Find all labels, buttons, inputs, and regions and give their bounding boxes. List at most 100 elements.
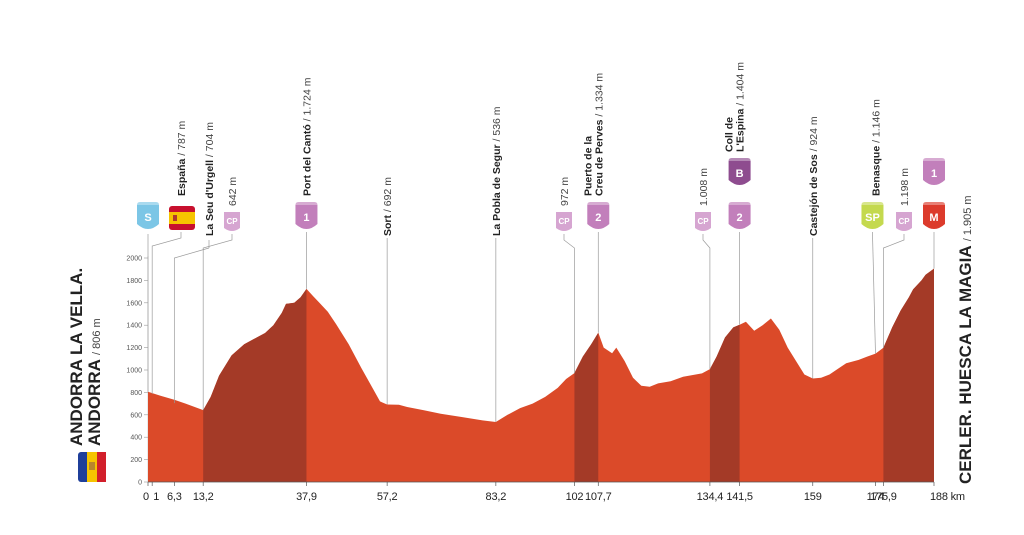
y-tick-label: 2000 bbox=[126, 256, 142, 263]
point-label-11: Benasque / 1.146 m bbox=[870, 99, 882, 196]
point-label-0-name: España bbox=[176, 156, 188, 196]
top-badge-9-label: B bbox=[736, 168, 744, 180]
top-badge-13-shape bbox=[923, 158, 945, 185]
point-label-4-altitude: / 692 m bbox=[382, 177, 394, 212]
leader-2 bbox=[202, 234, 233, 411]
finish-badge-13: M bbox=[923, 202, 945, 229]
spain-flag-crest bbox=[173, 215, 177, 221]
leader-11 bbox=[872, 231, 876, 354]
point-label-6-altitude: 972 m bbox=[559, 177, 571, 206]
y-tick-label: 1800 bbox=[126, 278, 142, 285]
x-tick-label: 57,2 bbox=[377, 491, 398, 503]
mountain-badge-3-shape bbox=[295, 202, 318, 229]
mountain-badge-7: 2 bbox=[587, 202, 610, 229]
x-tick-label: 107,7 bbox=[585, 491, 612, 503]
x-tick-label: 188 km bbox=[930, 491, 965, 503]
x-tick-label: 174 bbox=[867, 491, 885, 503]
cp-badge-6-label: CP bbox=[558, 217, 570, 226]
point-label-0: España / 787 m bbox=[176, 120, 188, 196]
top-badge-9: B bbox=[728, 158, 751, 185]
cp-badge-12: CP bbox=[896, 212, 912, 231]
cp-badge-6: CP bbox=[556, 212, 572, 231]
cp-badge-8-shape bbox=[695, 212, 711, 231]
point-label-8: 1.008 m bbox=[698, 168, 710, 206]
x-tick-label: 159 bbox=[804, 491, 822, 503]
x-tick-label: 141,5 bbox=[726, 491, 753, 503]
climb-segment bbox=[883, 268, 934, 482]
y-tick-label: 200 bbox=[130, 457, 142, 464]
start-badge-shape bbox=[137, 202, 159, 229]
mountain-badge-3-label: 1 bbox=[303, 212, 309, 224]
y-tick-label: 0 bbox=[138, 480, 142, 487]
spain-flag-icon bbox=[169, 206, 195, 230]
x-tick-label: 1 bbox=[153, 491, 159, 503]
climb-segment bbox=[574, 332, 599, 482]
climb-segment bbox=[203, 288, 307, 482]
sprint-badge-11-shape bbox=[861, 202, 884, 229]
andorra-flag-red bbox=[97, 452, 106, 482]
profile-point-11 bbox=[872, 231, 876, 354]
finish-city-label: CERLER. HUESCA LA MAGIA / 1.905 m bbox=[956, 195, 975, 484]
point-label-2: 642 m bbox=[227, 177, 239, 206]
point-label-4-name: Sort bbox=[382, 212, 394, 236]
mountain-badge-9-shape bbox=[728, 202, 751, 229]
cp-badge-12-label: CP bbox=[898, 217, 910, 226]
mountain-badge-9-band bbox=[728, 202, 751, 205]
mountain-badge-3: 1 bbox=[295, 202, 318, 229]
start-country-name: ANDORRA bbox=[85, 355, 104, 446]
point-label-3: Port del Cantó / 1.724 m bbox=[301, 77, 313, 196]
climb-segment bbox=[709, 324, 740, 482]
top-badge-13: 1 bbox=[923, 158, 945, 185]
point-label-10-altitude: / 924 m bbox=[808, 116, 820, 151]
x-tick-label: 175,9 bbox=[870, 491, 897, 503]
y-tick-label: 1600 bbox=[126, 300, 142, 307]
point-label-1-altitude: / 704 m bbox=[204, 122, 216, 157]
point-label-12-altitude: 1.198 m bbox=[899, 168, 911, 206]
y-tick-label: 1000 bbox=[126, 368, 142, 375]
y-tick-label: 1200 bbox=[126, 345, 142, 352]
top-badge-13-label: 1 bbox=[931, 168, 937, 180]
y-tick-label: 600 bbox=[130, 412, 142, 419]
point-label-6: 972 m bbox=[559, 177, 571, 206]
cp-badge-2-shape bbox=[224, 212, 240, 231]
mountain-badge-7-band bbox=[587, 202, 610, 205]
y-tick-label: 800 bbox=[130, 390, 142, 397]
point-label-9: Coll deL'Espina / 1.404 m bbox=[724, 62, 747, 152]
point-label-5-altitude: / 536 m bbox=[491, 106, 503, 141]
leader-8 bbox=[702, 234, 711, 370]
y-tick-label: 400 bbox=[130, 435, 142, 442]
finish-badge-13-band bbox=[923, 202, 945, 205]
mountain-badge-3-band bbox=[295, 202, 318, 205]
sprint-badge-11-band bbox=[861, 202, 884, 205]
point-label-11-altitude: / 1.146 m bbox=[870, 99, 882, 143]
point-label-3-name: Port del Cantó bbox=[301, 121, 313, 196]
start-country-label: ANDORRA / 806 m bbox=[85, 318, 104, 446]
x-tick-label: 37,9 bbox=[296, 491, 317, 503]
mountain-badge-9: 2 bbox=[728, 202, 751, 229]
start-city-name: ANDORRA LA VELLA. bbox=[67, 268, 86, 446]
mountain-badge-9-label: 2 bbox=[737, 212, 743, 224]
profile-point-0 bbox=[169, 206, 195, 230]
andorra-flag-crest bbox=[89, 462, 95, 470]
leader-0 bbox=[151, 232, 182, 394]
x-tick-label: 13,2 bbox=[193, 491, 214, 503]
point-label-9-line: Coll de bbox=[724, 117, 736, 152]
point-label-8-altitude: 1.008 m bbox=[698, 168, 710, 206]
point-label-5-name: La Pobla de Segur bbox=[491, 141, 503, 236]
sprint-badge-11: SP bbox=[861, 202, 884, 229]
leader-b-1 bbox=[173, 247, 210, 404]
start-badge-band bbox=[137, 202, 159, 205]
point-label-1-name: La Seu d'Urgell bbox=[204, 157, 216, 236]
point-label-0-altitude: / 787 m bbox=[176, 120, 188, 155]
point-label-1: La Seu d'Urgell / 704 m bbox=[204, 122, 216, 236]
point-label-9-line: L'Espina bbox=[735, 109, 747, 152]
finish-badge-13-label: M bbox=[929, 212, 938, 224]
start-badge: S bbox=[137, 202, 159, 229]
top-badge-9-shape bbox=[728, 158, 751, 185]
y-tick-label: 1400 bbox=[126, 323, 142, 330]
point-label-2-altitude: 642 m bbox=[227, 177, 239, 206]
top-badge-13-band bbox=[923, 158, 945, 161]
point-label-3-altitude: / 1.724 m bbox=[301, 77, 313, 121]
